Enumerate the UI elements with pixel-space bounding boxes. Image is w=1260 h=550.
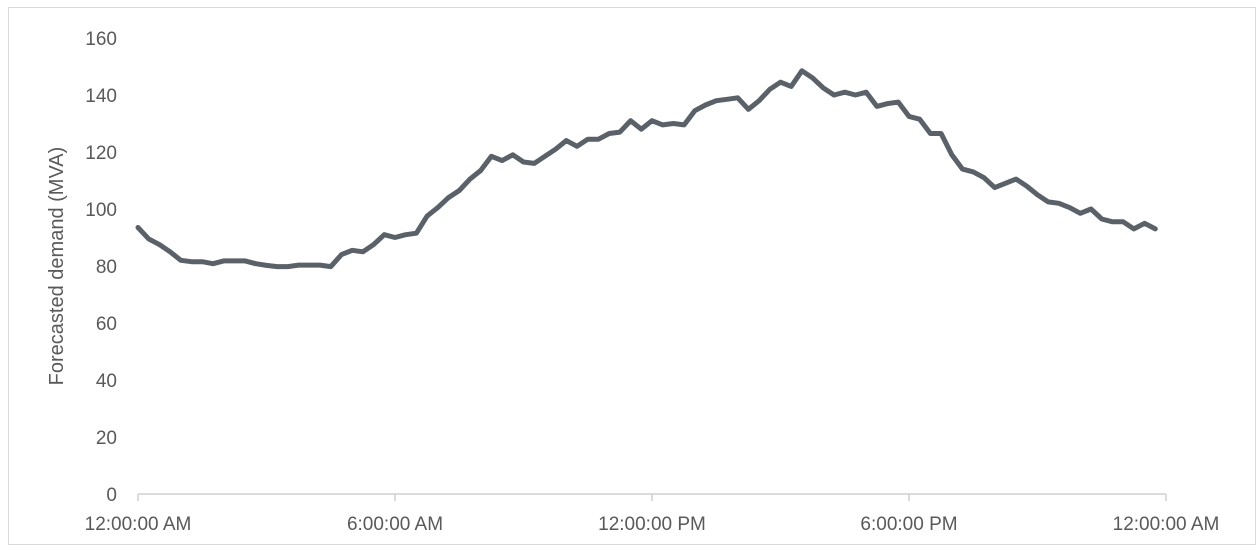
y-tick-label: 40 [96, 371, 117, 392]
y-tick-label: 140 [85, 86, 117, 107]
y-axis: 0 20 40 60 80 100 120 140 160 [85, 29, 117, 506]
x-tick-label: 12:00:00 AM [85, 514, 192, 535]
series-line [135, 68, 1158, 270]
x-tick-label: 12:00:00 AM [1113, 514, 1220, 535]
series-group [135, 68, 1158, 270]
y-tick-label: 100 [85, 200, 117, 221]
x-tick-label: 12:00:00 PM [598, 514, 706, 535]
y-tick-label: 80 [96, 257, 117, 278]
x-axis: 12:00:00 AM 6:00:00 AM 12:00:00 PM 6:00:00 … [85, 493, 1220, 535]
y-tick-label: 120 [85, 143, 117, 164]
y-tick-label: 20 [96, 428, 117, 449]
x-tick-label: 6:00:00 PM [860, 514, 957, 535]
x-tick-label: 6:00:00 AM [347, 514, 443, 535]
chart-frame [8, 7, 1256, 545]
y-tick-label: 60 [96, 314, 117, 335]
y-tick-label: 160 [85, 29, 117, 50]
y-tick-label: 0 [106, 485, 117, 506]
y-axis-title: Forecasted demand (MVA) [46, 147, 68, 386]
